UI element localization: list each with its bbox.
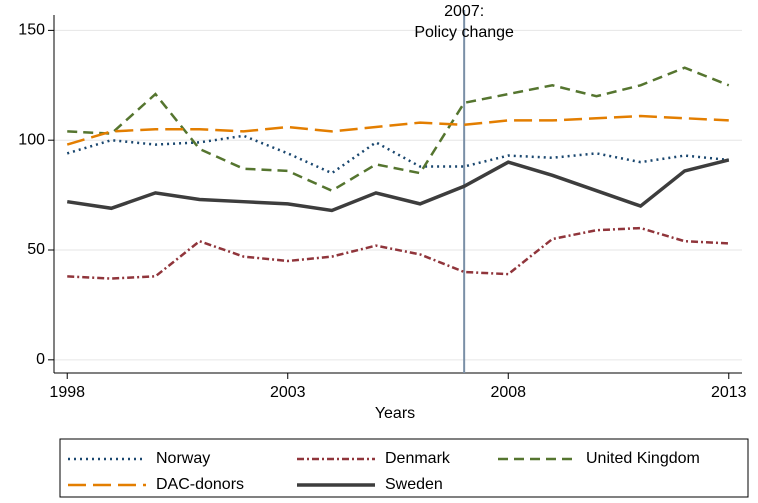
annotation: Policy change [414, 24, 514, 41]
series-line [67, 226, 729, 280]
legend-box [59, 438, 749, 498]
y-tick-label: 150 [18, 22, 45, 39]
x-tick-label: 2003 [270, 384, 306, 401]
x-tick-label: 2013 [711, 384, 747, 401]
legend-label: Sweden [385, 476, 443, 493]
x-tick-label: 2008 [490, 384, 526, 401]
x-tick-label: 1998 [49, 384, 85, 401]
legend-label: United Kingdom [586, 450, 700, 467]
y-tick-label: 0 [36, 351, 45, 368]
legend-label: Norway [156, 450, 210, 467]
legend-label: DAC-donors [156, 476, 244, 493]
legend-label: Denmark [385, 450, 451, 467]
series-line [66, 114, 729, 146]
y-tick-label: 100 [18, 131, 45, 148]
x-axis-label: Years [375, 405, 415, 422]
series-line [66, 158, 730, 213]
y-tick-label: 50 [27, 241, 45, 258]
series-line [67, 66, 730, 193]
annotation: 2007: [444, 3, 484, 20]
